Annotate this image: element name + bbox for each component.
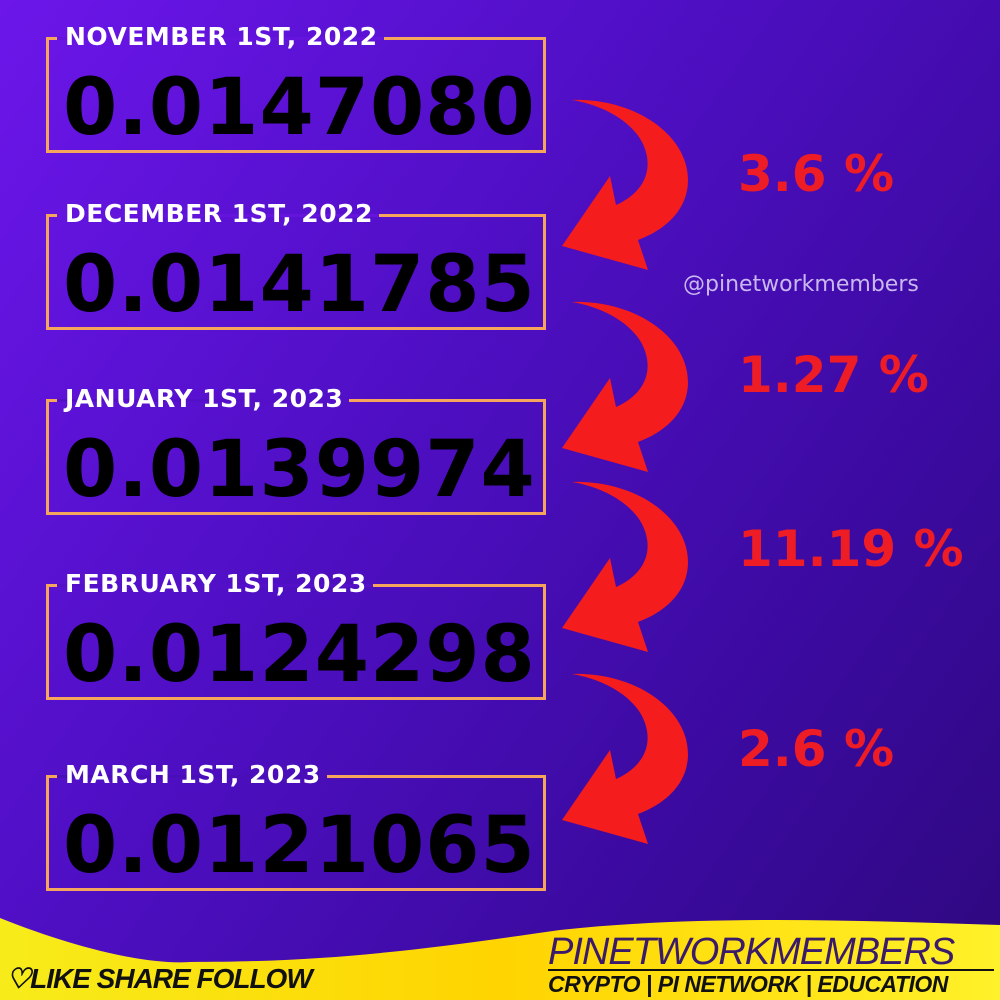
price-value: 0.0124298: [63, 610, 536, 700]
brand-tagline: CRYPTO | PI NETWORK | EDUCATION: [548, 971, 948, 997]
curved-arrow-icon: [562, 673, 688, 844]
like-share-follow: ♡LIKE SHARE FOLLOW: [6, 962, 313, 995]
border-gap: [57, 37, 384, 40]
heart-icon: ♡: [6, 963, 31, 994]
brand-divider: [548, 969, 994, 971]
date-label: FEBRUARY 1ST, 2023: [65, 569, 367, 598]
curved-arrow-icon: [562, 301, 688, 472]
border-gap: [57, 584, 373, 587]
border-gap: [57, 399, 349, 402]
price-value: 0.0139974: [63, 425, 536, 515]
price-box-3: JANUARY 1ST, 2023 0.0139974: [46, 384, 546, 515]
price-box-1: NOVEMBER 1ST, 2022 0.0147080: [46, 22, 546, 153]
price-box-4: FEBRUARY 1ST, 2023 0.0124298: [46, 569, 546, 700]
border-gap: [57, 214, 379, 217]
curved-arrow-icon: [562, 481, 688, 652]
date-label: DECEMBER 1ST, 2022: [65, 199, 373, 228]
date-label: MARCH 1ST, 2023: [65, 760, 321, 789]
price-box-5: MARCH 1ST, 2023 0.0121065: [46, 760, 546, 891]
border-gap: [57, 775, 327, 778]
price-value: 0.0121065: [63, 801, 536, 891]
percent-change: 1.27 %: [738, 346, 929, 404]
price-box-2: DECEMBER 1ST, 2022 0.0141785: [46, 199, 546, 330]
percent-change: 3.6 %: [738, 145, 895, 203]
like-text: LIKE SHARE FOLLOW: [30, 963, 313, 994]
percent-change: 11.19 %: [738, 520, 964, 578]
social-handle: @pinetworkmembers: [683, 272, 919, 297]
date-label: JANUARY 1ST, 2023: [65, 384, 344, 413]
brand-name: PINETWORKMEMBERS: [548, 931, 955, 973]
price-value: 0.0147080: [63, 63, 536, 153]
curved-arrow-icon: [562, 99, 688, 270]
price-value: 0.0141785: [63, 240, 536, 330]
date-label: NOVEMBER 1ST, 2022: [65, 22, 378, 51]
percent-change: 2.6 %: [738, 720, 895, 778]
